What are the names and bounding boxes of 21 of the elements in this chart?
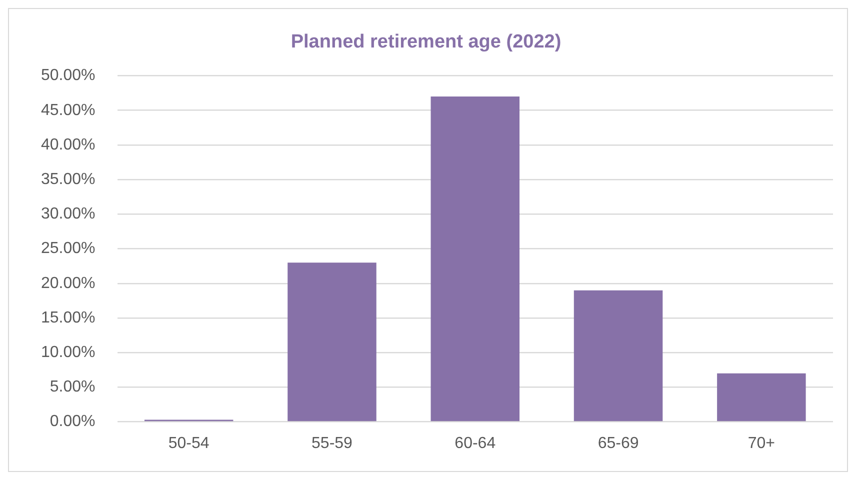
x-tick-label: 65-69 [598, 434, 639, 452]
y-tick-label: 0.00% [50, 413, 96, 430]
bar [717, 373, 806, 422]
y-tick-label: 10.00% [41, 344, 96, 362]
x-tick-label: 60-64 [454, 434, 496, 452]
bar [574, 290, 663, 422]
y-tick-label: 45.00% [41, 102, 96, 119]
y-tick-label: 20.00% [41, 274, 96, 292]
y-tick-label: 15.00% [41, 309, 96, 326]
x-tick-label: 55-59 [312, 434, 353, 452]
y-tick-label: 35.00% [41, 171, 96, 188]
y-tick-label: 50.00% [41, 67, 96, 84]
y-tick-label: 25.00% [41, 240, 96, 258]
bar [288, 262, 376, 422]
y-tick-label: 40.00% [41, 136, 96, 154]
x-tick-label: 70+ [748, 434, 775, 452]
chart-title: Planned retirement age (2022) [290, 32, 562, 53]
y-tick-label: 5.00% [50, 378, 96, 396]
y-tick-label: 30.00% [41, 206, 96, 223]
x-tick-label: 50-54 [168, 434, 210, 452]
bar [430, 96, 520, 422]
